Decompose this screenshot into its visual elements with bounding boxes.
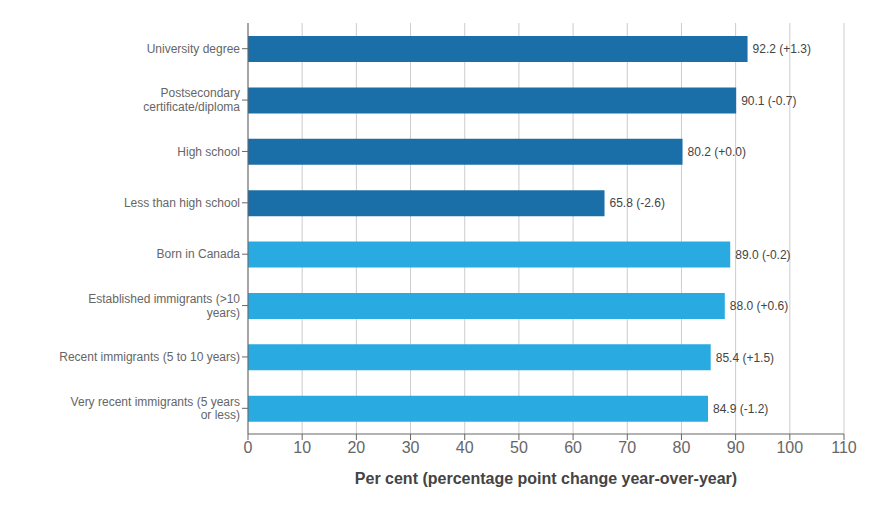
svg-text:Recent immigrants (5 to 10 yea: Recent immigrants (5 to 10 years) (59, 350, 240, 364)
svg-text:Very recent immigrants (5 year: Very recent immigrants (5 yearsor less) (71, 395, 240, 423)
svg-text:High school: High school (177, 145, 240, 159)
svg-text:30: 30 (402, 439, 420, 456)
svg-text:Postsecondarycertificate/diplo: Postsecondarycertificate/diploma (143, 86, 240, 114)
svg-text:Established immigrants (>10yea: Established immigrants (>10years) (88, 292, 240, 320)
svg-text:110: 110 (831, 439, 857, 456)
svg-text:0: 0 (244, 439, 253, 456)
svg-text:10: 10 (293, 439, 311, 456)
svg-text:84.9 (-1.2): 84.9 (-1.2) (713, 402, 768, 416)
svg-text:70: 70 (618, 439, 636, 456)
svg-text:88.0 (+0.6): 88.0 (+0.6) (730, 299, 788, 313)
svg-text:92.2 (+1.3): 92.2 (+1.3) (753, 42, 811, 56)
svg-text:50: 50 (510, 439, 528, 456)
svg-text:University degree: University degree (147, 42, 241, 56)
svg-text:20: 20 (347, 439, 365, 456)
svg-text:40: 40 (456, 439, 474, 456)
svg-text:89.0 (-0.2): 89.0 (-0.2) (735, 248, 790, 262)
svg-text:60: 60 (564, 439, 582, 456)
svg-text:Born in Canada: Born in Canada (157, 247, 241, 261)
svg-text:90.1 (-0.7): 90.1 (-0.7) (741, 94, 796, 108)
svg-text:80.2 (+0.0): 80.2 (+0.0) (688, 145, 746, 159)
svg-text:80: 80 (673, 439, 691, 456)
svg-text:65.8 (-2.6): 65.8 (-2.6) (610, 196, 665, 210)
svg-text:Per cent (percentage point cha: Per cent (percentage point change year-o… (355, 470, 737, 487)
svg-text:90: 90 (727, 439, 745, 456)
svg-text:85.4 (+1.5): 85.4 (+1.5) (716, 351, 774, 365)
svg-text:Less than high school: Less than high school (124, 196, 240, 210)
svg-text:100: 100 (776, 439, 803, 456)
